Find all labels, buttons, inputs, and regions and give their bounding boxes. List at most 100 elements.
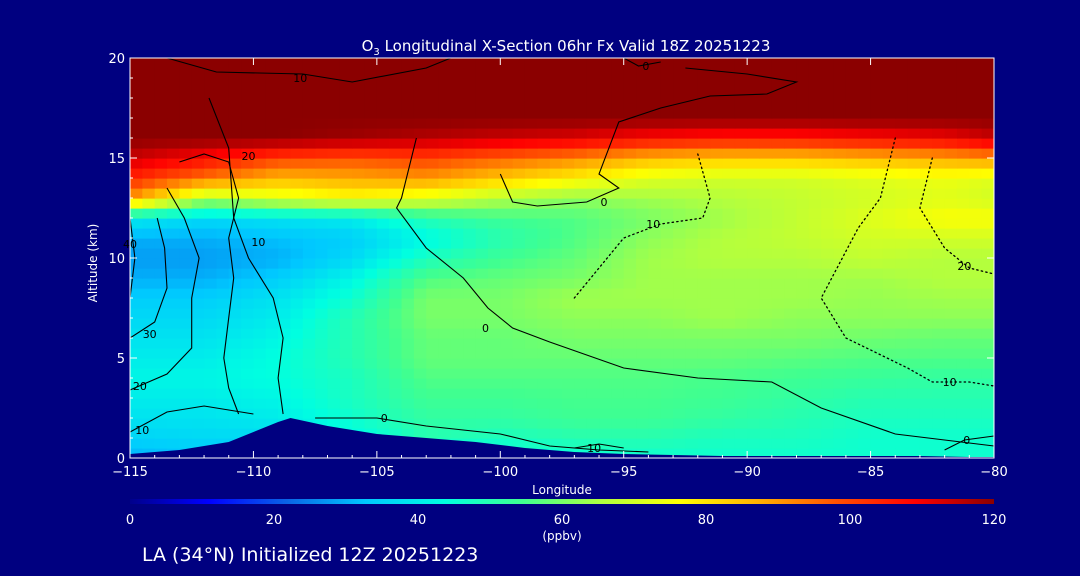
heatmap-cell <box>549 398 563 409</box>
heatmap-cell <box>932 148 946 159</box>
heatmap-cell <box>302 298 316 309</box>
heatmap-cell <box>327 108 341 119</box>
heatmap-cell <box>611 208 625 219</box>
heatmap-cell <box>796 168 810 179</box>
heatmap-cell <box>352 318 366 329</box>
heatmap-cell <box>154 88 168 99</box>
heatmap-cell <box>771 188 785 199</box>
heatmap-cell <box>524 298 538 309</box>
heatmap-cell <box>845 358 859 369</box>
heatmap-cell <box>524 308 538 319</box>
heatmap-cell <box>648 78 662 89</box>
heatmap-cell <box>228 418 242 429</box>
heatmap-cell <box>771 428 785 439</box>
heatmap-cell <box>611 168 625 179</box>
heatmap-cell <box>216 88 230 99</box>
heatmap-cell <box>278 238 292 249</box>
heatmap-cell <box>870 318 884 329</box>
heatmap-cell <box>562 208 575 219</box>
heatmap-cell <box>845 338 859 349</box>
heatmap-cell <box>315 208 329 219</box>
heatmap-cell <box>673 448 687 458</box>
heatmap-cell <box>784 288 798 299</box>
heatmap-cell <box>167 108 180 119</box>
heatmap-cell <box>364 98 378 109</box>
heatmap-cell <box>969 98 983 109</box>
heatmap-cell <box>895 358 909 369</box>
heatmap-cell <box>253 398 267 409</box>
heatmap-cell <box>969 428 983 439</box>
heatmap-cell <box>660 68 674 79</box>
heatmap-cell <box>623 68 637 79</box>
heatmap-cell <box>315 358 329 369</box>
x-tick-label: −110 <box>236 465 272 480</box>
heatmap-cell <box>710 188 724 199</box>
heatmap-cell <box>685 228 699 239</box>
heatmap-cell <box>487 368 501 379</box>
heatmap-cell <box>599 78 612 89</box>
heatmap-cell <box>611 68 625 79</box>
heatmap-cell <box>549 408 563 419</box>
heatmap-cell <box>882 358 896 369</box>
heatmap-cell <box>142 78 156 89</box>
heatmap-cell <box>463 388 477 399</box>
heatmap-cell <box>648 98 662 109</box>
heatmap-cell <box>500 238 514 249</box>
heatmap-cell <box>919 338 933 349</box>
heatmap-cell <box>339 118 353 129</box>
heatmap-cell <box>845 88 859 99</box>
heatmap-cell <box>981 198 994 209</box>
heatmap-cell <box>870 108 884 119</box>
heatmap-cell <box>673 188 687 199</box>
heatmap-cell <box>636 228 649 239</box>
heatmap-cell <box>895 78 909 89</box>
heatmap-cell <box>586 168 600 179</box>
heatmap-cell <box>352 408 366 419</box>
heatmap-cell <box>475 218 489 229</box>
heatmap-cell <box>302 368 316 379</box>
heatmap-cell <box>907 278 921 289</box>
heatmap-cell <box>833 388 847 399</box>
heatmap-cell <box>549 128 563 139</box>
heatmap-cell <box>759 318 773 329</box>
heatmap-cell <box>376 108 390 119</box>
heatmap-cell <box>278 358 292 369</box>
heatmap-cell <box>253 268 267 279</box>
heatmap-cell <box>833 188 847 199</box>
heatmap-cell <box>574 438 588 449</box>
heatmap-cell <box>302 358 316 369</box>
heatmap-cell <box>537 98 551 109</box>
heatmap-cell <box>673 58 687 69</box>
heatmap-cell <box>808 228 822 239</box>
heatmap-cell <box>475 278 489 289</box>
heatmap-cell <box>389 388 403 399</box>
heatmap-cell <box>253 98 267 109</box>
heatmap-cell <box>685 328 699 339</box>
heatmap-cell <box>130 58 143 69</box>
heatmap-cell <box>500 168 514 179</box>
heatmap-cell <box>142 158 156 169</box>
heatmap-cell <box>179 198 193 209</box>
heatmap-cell <box>438 58 452 69</box>
heatmap-cell <box>179 298 193 309</box>
heatmap-cell <box>154 68 168 79</box>
heatmap-cell <box>426 338 440 349</box>
heatmap-cell <box>327 218 341 229</box>
heatmap-cell <box>586 348 600 359</box>
heatmap-cell <box>204 148 217 159</box>
heatmap-cell <box>599 108 612 119</box>
heatmap-cell <box>315 318 329 329</box>
heatmap-cell <box>265 258 279 269</box>
heatmap-cell <box>376 218 390 229</box>
heatmap-cell <box>944 198 958 209</box>
heatmap-cell <box>660 168 674 179</box>
heatmap-cell <box>450 128 464 139</box>
heatmap-cell <box>845 418 859 429</box>
heatmap-cell <box>623 438 637 449</box>
heatmap-cell <box>956 348 970 359</box>
heatmap-cell <box>426 418 440 429</box>
heatmap-cell <box>241 318 255 329</box>
heatmap-cell <box>475 68 489 79</box>
heatmap-cell <box>722 108 736 119</box>
